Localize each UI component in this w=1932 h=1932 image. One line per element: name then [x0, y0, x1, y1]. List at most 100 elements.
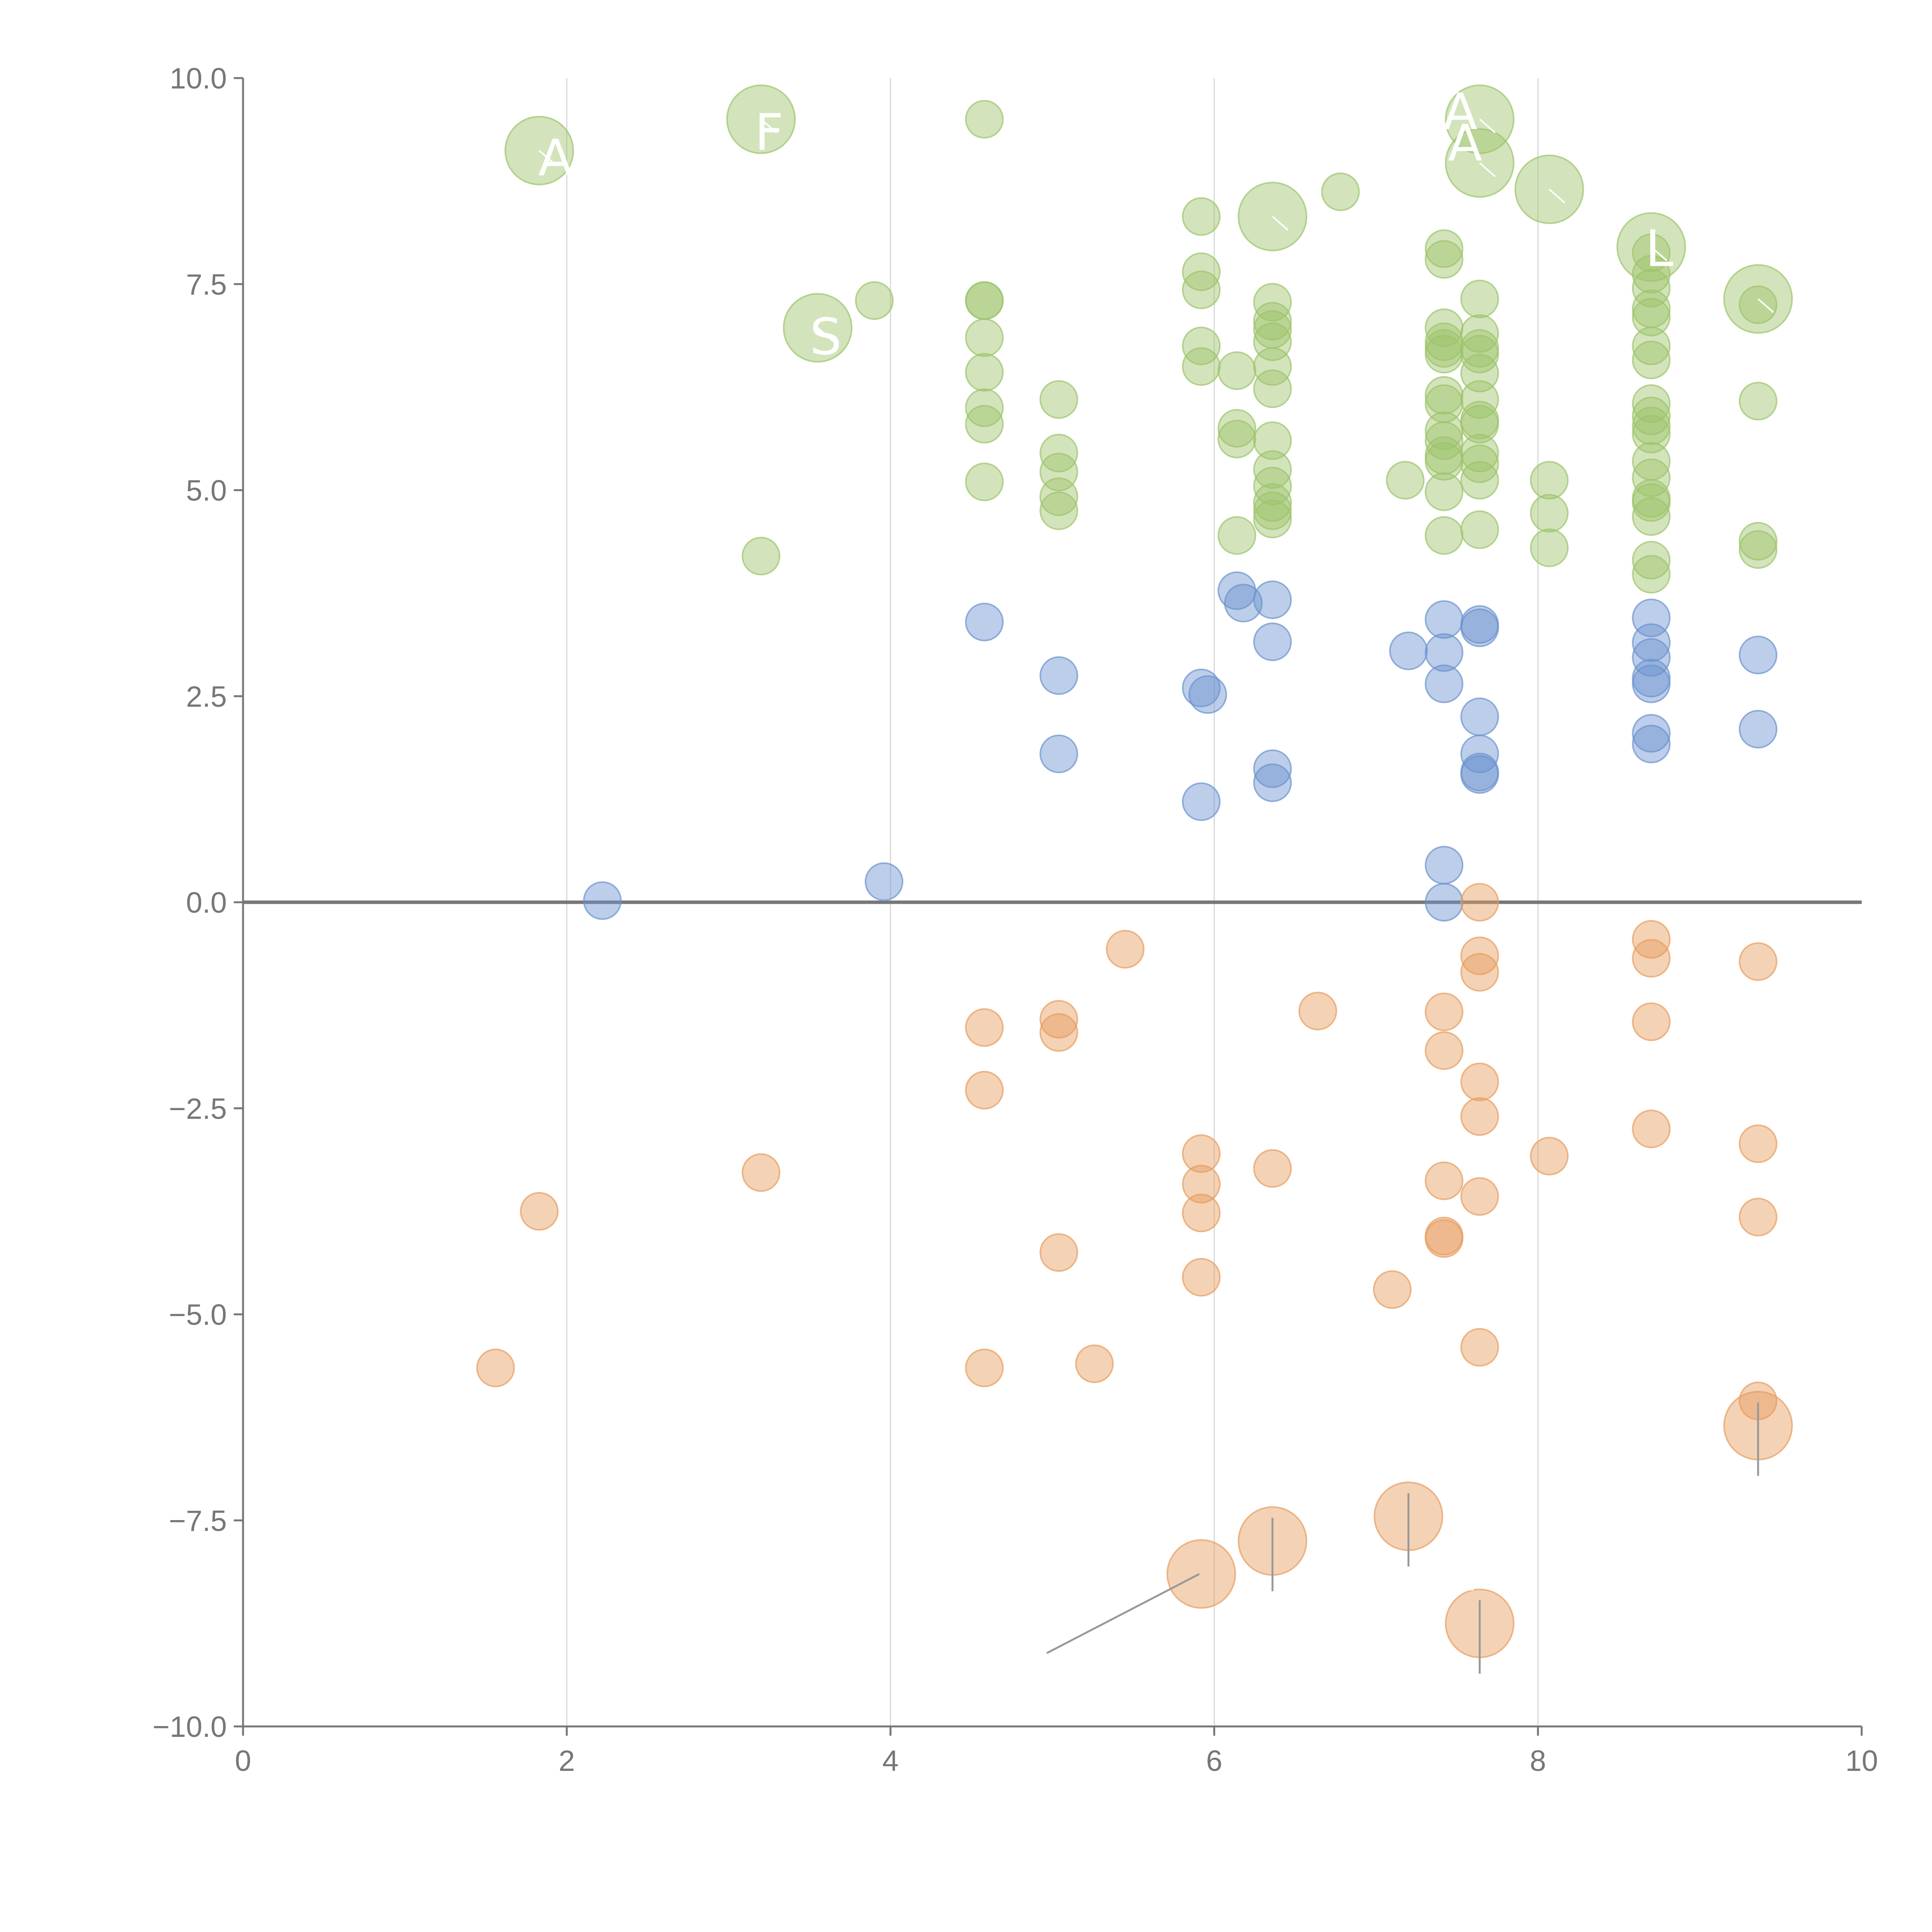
blue-point: [965, 602, 1004, 641]
orange-point: [1373, 1270, 1412, 1309]
orange-point: [520, 1192, 559, 1231]
green-point: [1460, 444, 1499, 483]
green-point: [1182, 327, 1221, 366]
green-point: [1253, 369, 1292, 408]
orange-point: [1182, 1165, 1221, 1204]
orange-point: [1182, 1194, 1221, 1233]
green-point: [965, 353, 1004, 392]
blue-point: [1253, 622, 1292, 661]
green-point: [1425, 472, 1464, 511]
green-point: [1253, 302, 1292, 341]
green-point: [1632, 555, 1671, 594]
green-point: [1632, 497, 1671, 536]
green-point: [1632, 298, 1671, 337]
blue-point: [1253, 580, 1292, 619]
orange-highlight-point: [1166, 1539, 1236, 1609]
orange-point: [965, 1071, 1004, 1110]
leader-line: [1757, 298, 1774, 313]
green-point: [1425, 421, 1464, 460]
green-point: [1182, 270, 1221, 310]
green-point: [1460, 279, 1499, 318]
x-tick-label: 6: [1206, 1745, 1222, 1777]
green-point: [1632, 340, 1671, 379]
green-point: [1182, 347, 1221, 386]
orange-point: [1460, 883, 1499, 922]
blue-point: [1425, 600, 1464, 639]
green-point: [1632, 384, 1671, 423]
blue-point: [1425, 846, 1464, 885]
green-point: [1039, 477, 1078, 516]
green-point: [1738, 530, 1777, 569]
orange-point: [1738, 1197, 1777, 1236]
callout-label: A: [538, 129, 573, 187]
blue-point: [1425, 664, 1464, 703]
green-point: [1218, 351, 1257, 390]
callout-label: L: [1645, 219, 1673, 278]
green-point: [1632, 327, 1671, 366]
orange-point: [1039, 1000, 1078, 1039]
green-point: [1460, 510, 1499, 549]
blue-point: [1460, 755, 1499, 794]
green-point: [1632, 415, 1671, 454]
blue-point: [1632, 664, 1671, 703]
y-tick-label: −2.5: [169, 1092, 227, 1125]
callout-label: A: [1443, 82, 1478, 141]
orange-point: [1460, 1097, 1499, 1136]
leader-line: [539, 150, 555, 165]
blue-point: [1253, 763, 1292, 802]
blue-point: [1460, 697, 1499, 736]
orange-point: [1075, 1344, 1114, 1383]
blue-point: [1632, 638, 1671, 677]
green-point: [965, 388, 1004, 427]
green-point: [1738, 522, 1777, 561]
orange-point: [1253, 1149, 1292, 1188]
leader-line: [760, 119, 777, 134]
green-point: [1253, 450, 1292, 489]
green-point: [1738, 285, 1777, 324]
y-tick-label: −10.0: [153, 1711, 227, 1743]
orange-point: [1632, 1002, 1671, 1041]
green-point: [1425, 229, 1464, 268]
orange-point: [1738, 942, 1777, 981]
green-point: [1253, 483, 1292, 522]
green-point: [1218, 516, 1257, 555]
green-point: [1632, 406, 1671, 446]
green-point: [1253, 421, 1292, 460]
orange-point: [1460, 1062, 1499, 1101]
green-point: [1738, 382, 1777, 421]
blue-point: [1738, 710, 1777, 749]
blue-point: [1738, 636, 1777, 675]
orange-point: [1039, 1233, 1078, 1272]
x-tick-label: 8: [1530, 1745, 1546, 1777]
green-point: [1425, 376, 1464, 415]
orange-point: [1460, 1177, 1499, 1216]
blue-point: [1224, 583, 1263, 622]
orange-point: [1425, 1161, 1464, 1200]
y-tick-label: −7.5: [169, 1505, 227, 1537]
y-tick-label: 0.0: [186, 886, 227, 919]
callout-label: A: [1440, 1544, 1474, 1602]
green-point: [1321, 172, 1360, 211]
green-point: [1039, 380, 1078, 419]
green-point: [1460, 434, 1499, 473]
orange-point: [1425, 1031, 1464, 1070]
orange-point: [965, 1349, 1004, 1388]
green-point: [1182, 197, 1221, 236]
green-point: [1039, 491, 1078, 530]
blue-point: [583, 881, 622, 920]
blue-point: [1253, 749, 1292, 788]
x-tick-label: 0: [235, 1745, 251, 1777]
leader-line: [1549, 189, 1565, 204]
green-point: [965, 463, 1004, 502]
blue-point: [1182, 782, 1221, 821]
blue-point: [1460, 608, 1499, 647]
blue-point: [864, 862, 903, 901]
data-points: [476, 84, 1793, 1658]
x-tick-label: 10: [1845, 1745, 1878, 1777]
blue-point: [1425, 883, 1464, 922]
green-point: [1253, 491, 1292, 530]
green-point: [1425, 335, 1464, 374]
blue-point: [1632, 714, 1671, 753]
